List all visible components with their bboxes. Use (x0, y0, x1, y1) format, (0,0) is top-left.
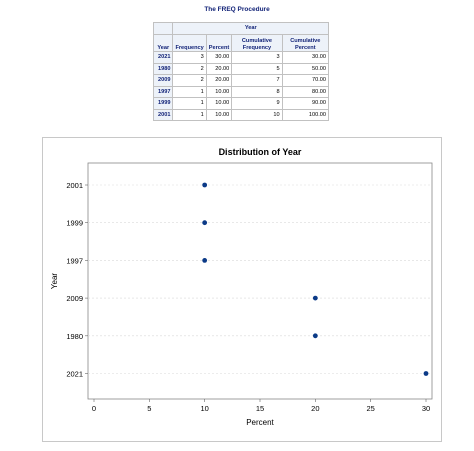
y-tick-label: 2009 (66, 294, 83, 303)
y-tick-label: 1997 (66, 256, 83, 265)
data-point (312, 333, 318, 339)
table-row: 2001 1 10.00 10 100.00 (152, 108, 330, 121)
col-header-year: Year (152, 34, 174, 52)
x-axis-label: Percent (246, 418, 274, 427)
table-row: 1999 1 10.00 9 90.00 (152, 97, 330, 110)
table-row: 1980 2 20.00 5 50.00 (152, 62, 330, 75)
frequency-table: Year Year Frequency Percent Cumulative F… (152, 22, 330, 121)
x-tick-label: 10 (200, 404, 208, 413)
data-markers (202, 182, 429, 376)
row-header-year: 2001 (152, 108, 174, 121)
plot-area (87, 162, 433, 400)
row-header-year: 1980 (152, 62, 174, 75)
row-header-year: 2009 (152, 74, 174, 87)
x-tick-label: 25 (366, 404, 374, 413)
chart-frame (42, 137, 442, 442)
cell-frequency: 3 (172, 51, 207, 64)
data-point (312, 295, 318, 301)
y-axis-label: Year (50, 273, 59, 290)
y-tick-label: 1980 (66, 332, 83, 341)
table-spanner-label: Year (172, 22, 329, 35)
y-tick-label: 2001 (66, 181, 83, 190)
cell-cum-percent: 100.00 (281, 108, 330, 121)
col-header-cum-frequency: Cumulative Frequency (231, 34, 283, 52)
table-corner (152, 22, 174, 35)
y-tick-label: 1999 (66, 219, 83, 228)
table-row: 2021 3 30.00 3 30.00 (152, 51, 330, 64)
x-tick-label: 5 (147, 404, 151, 413)
col-header-percent: Percent (205, 34, 233, 52)
row-header-year: 2021 (152, 51, 174, 64)
data-point (202, 258, 208, 263)
table-row: 1997 1 10.00 8 80.00 (152, 85, 330, 98)
cell-percent: 10.00 (205, 108, 233, 121)
x-tick-label: 20 (311, 404, 319, 413)
col-header-frequency: Frequency (172, 34, 207, 52)
y-axis: 2001 1999 1997 2009 1980 2021 (66, 181, 88, 379)
col-header-cum-percent: Cumulative Percent (281, 34, 330, 52)
table-row: 2009 2 20.00 7 70.00 (152, 74, 330, 87)
x-tick-label: 15 (256, 404, 264, 413)
data-point (423, 371, 429, 376)
x-axis: 0 5 10 15 20 25 30 (92, 399, 430, 413)
grid-lines (88, 184, 432, 374)
cell-percent: 30.00 (205, 51, 233, 64)
cell-cum-percent: 30.00 (281, 51, 330, 64)
x-tick-label: 0 (92, 404, 96, 413)
cell-frequency: 1 (172, 108, 207, 121)
procedure-title: The FREQ Procedure (204, 6, 270, 13)
data-point (202, 220, 208, 226)
y-tick-label: 2021 (66, 370, 83, 379)
data-point (202, 182, 208, 188)
x-tick-label: 30 (422, 404, 430, 413)
chart-title: Distribution of Year (219, 147, 302, 157)
